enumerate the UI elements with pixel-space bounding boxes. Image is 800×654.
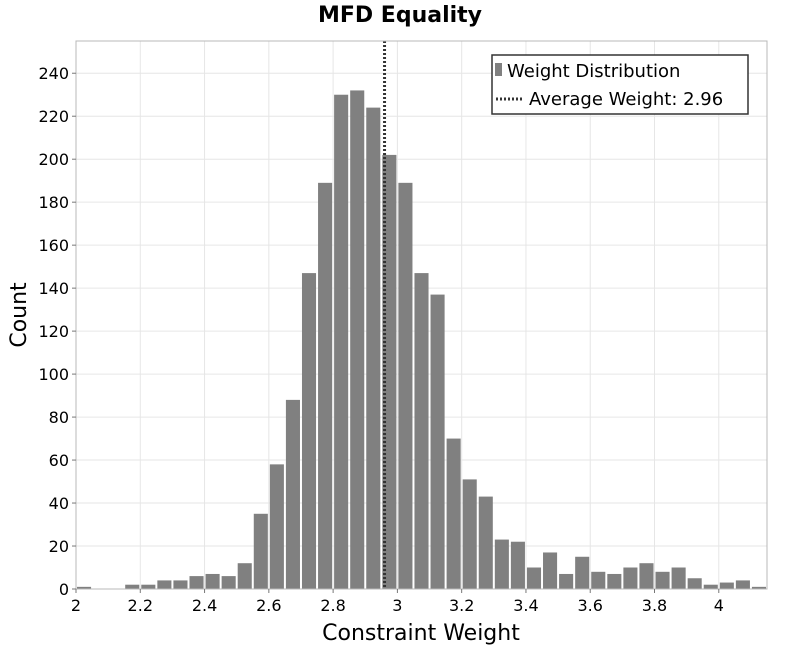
histogram-bar [157,580,172,589]
y-tick-label: 80 [49,408,69,427]
histogram-bar [494,539,509,589]
y-tick-label: 180 [38,193,69,212]
histogram-bar [623,567,638,589]
histogram-bar [366,107,381,590]
y-tick-label: 40 [49,494,69,513]
histogram-bar [221,576,236,589]
histogram-bar [334,94,349,589]
x-tick-label: 4 [714,596,724,615]
bars [77,90,766,590]
legend: Weight Distribution Average Weight: 2.96 [491,54,749,115]
histogram-bar [125,584,140,589]
x-axis-ticks: 2 2.2 2.4 2.6 2.8 3 3.2 3.4 3.6 3.8 4 [71,589,724,615]
chart-title: MFD Equality [318,3,482,28]
histogram-bar [462,479,477,589]
histogram-bar [301,273,317,589]
y-tick-label: 160 [38,236,69,255]
histogram-bar [607,573,622,589]
histogram-bar [430,294,445,589]
histogram-bar [318,182,333,589]
y-tick-label: 220 [38,107,69,126]
histogram-bar [478,496,493,589]
histogram-bar [671,567,686,589]
histogram-bar [735,580,750,589]
x-tick-label: 3.8 [642,596,667,615]
histogram-bar [77,586,92,589]
histogram-bar [285,399,300,589]
histogram-bar [591,571,606,589]
legend-swatch-weight-distribution [495,63,502,76]
y-tick-label: 20 [49,537,69,556]
histogram-bar [719,582,734,589]
y-tick-label: 0 [59,580,69,599]
histogram-bar [205,573,220,589]
y-tick-label: 60 [49,451,69,470]
histogram-bar [639,563,654,589]
legend-label-weight-distribution: Weight Distribution [507,61,680,82]
histogram-bar [350,90,365,589]
x-tick-label: 3.2 [449,596,474,615]
legend-box [491,54,749,115]
histogram-bar [398,182,413,589]
x-tick-label: 2.8 [320,596,345,615]
histogram-bar [510,541,525,589]
histogram-bar [446,438,461,589]
x-tick-label: 2 [71,596,81,615]
histogram-bar [173,580,188,589]
plot-frame [75,40,768,590]
y-axis-label: Count [7,282,32,348]
histogram-bar [237,563,252,589]
y-tick-label: 140 [38,279,69,298]
y-tick-label: 200 [38,150,69,169]
y-tick-label: 100 [38,365,69,384]
histogram-bar [751,586,766,589]
y-tick-label: 120 [38,322,69,341]
x-tick-label: 3 [392,596,402,615]
y-tick-label: 240 [38,64,69,83]
histogram-bar [141,584,156,589]
histogram-bar [655,571,670,589]
histogram-bar [559,573,574,589]
x-tick-label: 3.6 [578,596,603,615]
x-tick-label: 2.6 [256,596,281,615]
histogram-bar [687,578,702,589]
histogram-bar [414,273,429,589]
x-axis-label: Constraint Weight [322,621,520,646]
x-tick-label: 3.4 [513,596,538,615]
histogram-bar [189,576,204,589]
histogram-bar [703,584,718,589]
y-axis-ticks: 0 20 40 60 80 100 120 140 160 180 200 220 240 [38,64,76,599]
histogram-bar [543,552,558,589]
histogram-bar [575,556,590,589]
x-tick-label: 2.4 [192,596,217,615]
histogram-bar [269,464,284,589]
histogram-bar [526,567,542,589]
x-tick-label: 2.2 [128,596,153,615]
histogram-bar [253,513,268,589]
legend-label-average-weight: Average Weight: 2.96 [529,89,723,110]
histogram-bar [382,154,397,589]
